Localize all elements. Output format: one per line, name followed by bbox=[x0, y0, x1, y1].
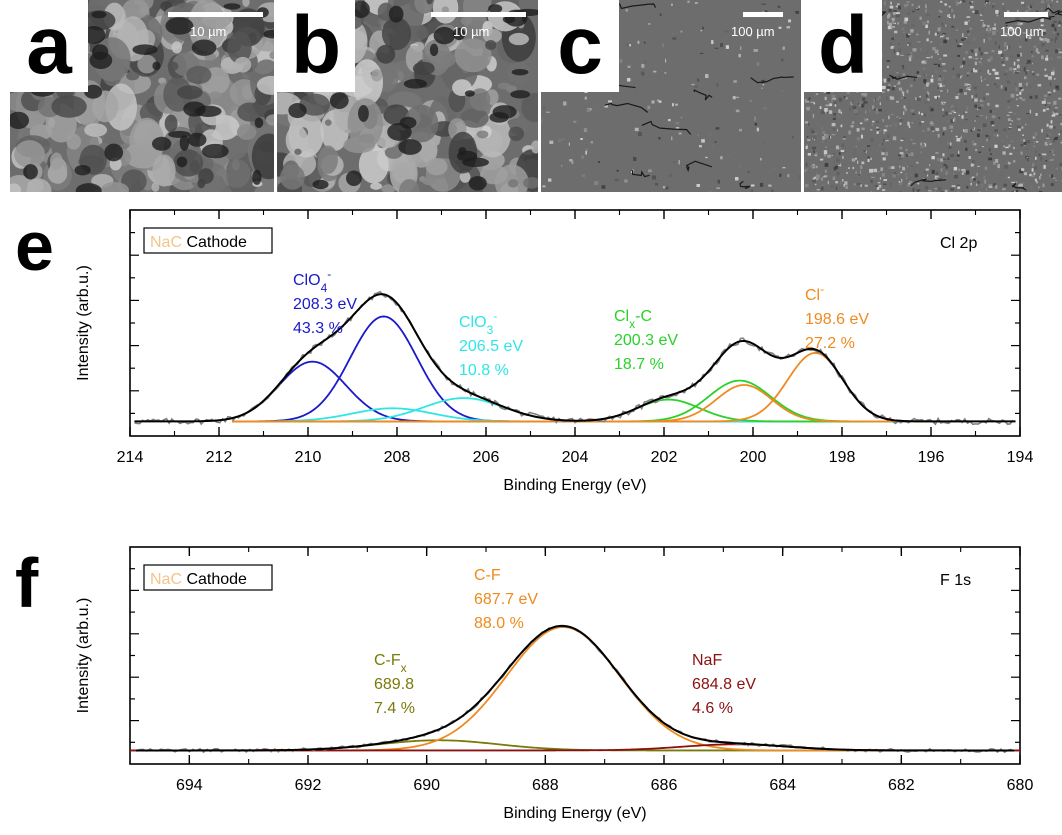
chart-f1s: 694 692 690 688 686 684 682 680 Binding Energy (… bbox=[15, 544, 1033, 822]
annotation-species: Cl- bbox=[805, 282, 824, 304]
sem-panel-d: d 100 µm bbox=[804, 0, 1062, 192]
legend-box bbox=[143, 227, 273, 254]
sem-panel-c: c 100 µm bbox=[541, 0, 801, 192]
annotation-percent: 18.7 % bbox=[614, 356, 664, 373]
sem-panel-b: b 10 µm bbox=[277, 0, 538, 192]
annotation-percent: 10.8 % bbox=[459, 362, 509, 379]
chart-cl2p: 214 212 210 208 206 204 202 200 198 196 194 Binding… bbox=[15, 207, 1033, 494]
x-tick-label: 206 bbox=[473, 449, 500, 466]
component-curve-cl bbox=[232, 352, 963, 423]
raw-spectrum bbox=[135, 625, 1012, 754]
legend-text: NaC Cathode bbox=[150, 234, 247, 251]
x-axis-label: Binding Energy (eV) bbox=[503, 477, 646, 494]
x-tick-label: 204 bbox=[562, 449, 589, 466]
panel-letter-f: f bbox=[15, 544, 39, 622]
panel-letter-d: d bbox=[804, 0, 882, 92]
raw-spectrum bbox=[134, 290, 1014, 426]
annotation-energy: 208.3 eV bbox=[293, 296, 357, 313]
annotation-percent: 88.0 % bbox=[474, 615, 524, 632]
component-curve-cf bbox=[130, 626, 1020, 752]
x-tick-label: 686 bbox=[651, 777, 678, 794]
annotation-naf: NaF 684.8 eV 4.6 % bbox=[692, 652, 756, 717]
legend: NaC Cathode bbox=[143, 227, 273, 254]
x-tick-label: 196 bbox=[918, 449, 945, 466]
spectrum-region-label: F 1s bbox=[940, 572, 971, 589]
annotation-species: NaF bbox=[692, 652, 722, 669]
annotation-energy: 198.6 eV bbox=[805, 311, 869, 328]
legend-box bbox=[143, 564, 273, 591]
legend-text: NaC Cathode bbox=[150, 571, 247, 588]
annotation-energy: 687.7 eV bbox=[474, 591, 538, 608]
x-tick-label: 688 bbox=[532, 777, 559, 794]
x-tick-label: 208 bbox=[384, 449, 411, 466]
panel-letter-c: c bbox=[541, 0, 619, 92]
scale-label-a: 10 µm bbox=[190, 24, 227, 39]
scale-bar-c bbox=[743, 12, 783, 17]
annotation-clo3: ClO3-206.5 eV 10.8 % bbox=[459, 309, 523, 379]
scale-bar-b bbox=[431, 12, 526, 17]
component-curve-clo3 bbox=[232, 397, 963, 423]
sem-panel-a: a 10 µm bbox=[10, 0, 274, 192]
annotation-energy: 689.8 bbox=[374, 676, 414, 693]
annotation-species: C-F bbox=[474, 567, 501, 584]
annotation-cf: C-F 687.7 eV 88.0 % bbox=[474, 567, 538, 632]
x-tick-label: 194 bbox=[1007, 449, 1034, 466]
annotation-species: ClO3- bbox=[459, 309, 497, 337]
annotation-clo4: ClO4-208.3 eV 43.3 % bbox=[293, 267, 357, 337]
annotation-percent: 43.3 % bbox=[293, 320, 343, 337]
x-tick-label: 692 bbox=[295, 777, 322, 794]
annotation-percent: 27.2 % bbox=[805, 335, 855, 352]
fit-envelope bbox=[134, 293, 1016, 423]
scale-bar-a bbox=[168, 12, 263, 17]
scale-label-d: 100 µm bbox=[1000, 24, 1044, 39]
scale-label-c: 100 µm bbox=[731, 24, 775, 39]
panel-letter-e: e bbox=[15, 207, 54, 285]
x-tick-label: 684 bbox=[769, 777, 796, 794]
panel-letter-a: a bbox=[10, 0, 88, 92]
y-axis-label: Intensity (arb.u.) bbox=[75, 265, 92, 381]
component-curve-clxc bbox=[232, 398, 963, 423]
x-tick-label: 202 bbox=[651, 449, 678, 466]
legend: NaC Cathode bbox=[143, 564, 273, 591]
x-tick-label: 690 bbox=[413, 777, 440, 794]
annotation-energy: 206.5 eV bbox=[459, 338, 523, 355]
scale-label-b: 10 µm bbox=[453, 24, 490, 39]
component-curve-clo4 bbox=[232, 360, 963, 423]
x-tick-label: 694 bbox=[176, 777, 203, 794]
x-tick-label: 682 bbox=[888, 777, 915, 794]
y-axis-label: Intensity (arb.u.) bbox=[75, 598, 92, 714]
x-tick-label: 212 bbox=[206, 449, 233, 466]
x-tick-label: 200 bbox=[740, 449, 767, 466]
panel-letter-b: b bbox=[277, 0, 355, 92]
annotation-species: ClO4- bbox=[293, 267, 331, 295]
x-tick-label: 214 bbox=[117, 449, 144, 466]
annotation-species: Clx-C bbox=[614, 308, 652, 331]
annotation-percent: 7.4 % bbox=[374, 700, 415, 717]
x-tick-label: 198 bbox=[829, 449, 856, 466]
annotation-energy: 200.3 eV bbox=[614, 332, 678, 349]
annotation-species: C-Fx bbox=[374, 652, 407, 675]
annotation-cl: Cl- 198.6 eV 27.2 % bbox=[805, 282, 869, 352]
fit-envelope bbox=[135, 624, 1015, 752]
x-tick-label: 210 bbox=[295, 449, 322, 466]
annotation-percent: 4.6 % bbox=[692, 700, 733, 717]
x-axis-label: Binding Energy (eV) bbox=[503, 805, 646, 822]
spectrum-region-label: Cl 2p bbox=[940, 235, 977, 252]
annotation-energy: 684.8 eV bbox=[692, 676, 756, 693]
x-tick-label: 680 bbox=[1007, 777, 1034, 794]
scale-bar-d bbox=[1004, 12, 1048, 17]
